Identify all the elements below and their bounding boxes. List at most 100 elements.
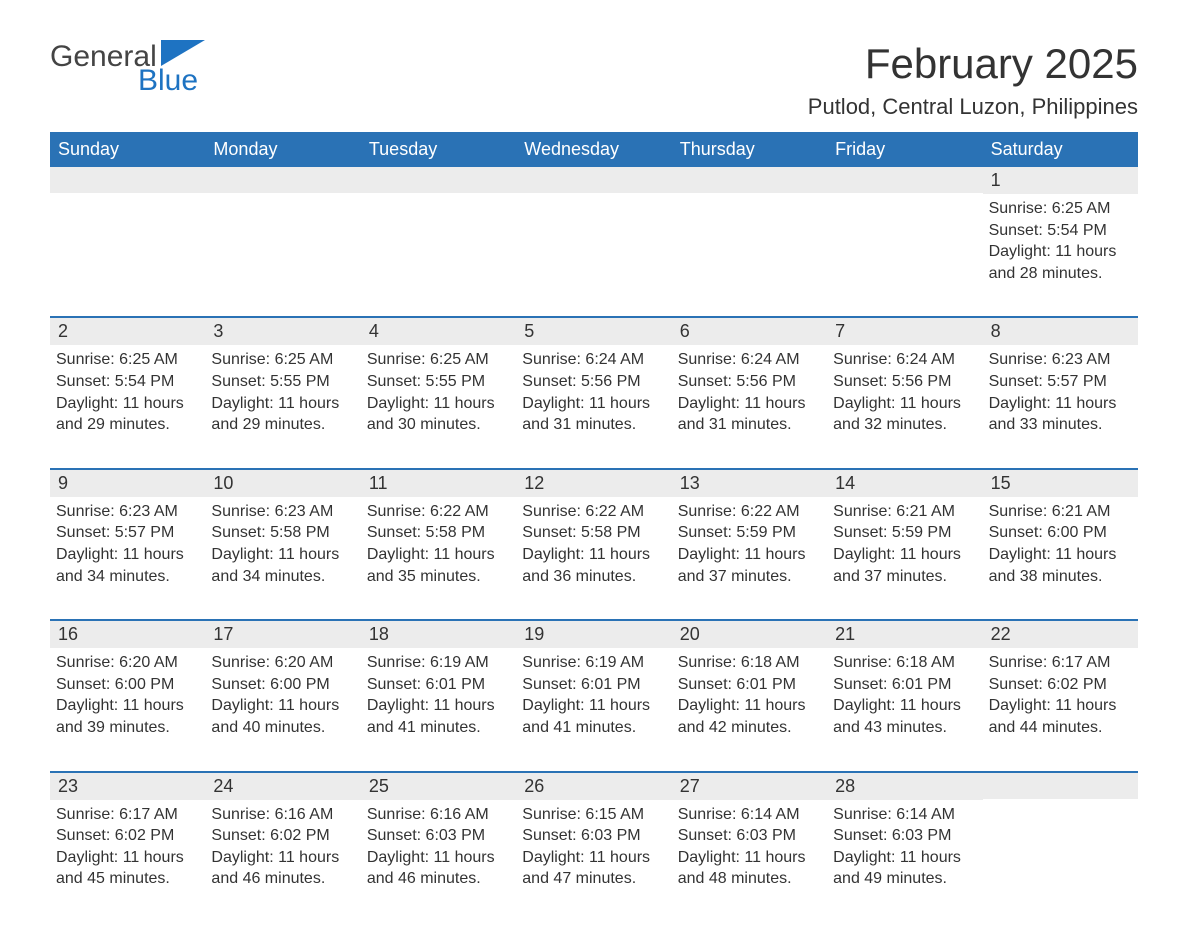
sunrise-line: Sunrise: 6:15 AM — [522, 804, 665, 826]
daylight-line: Daylight: 11 hours and 43 minutes. — [833, 695, 976, 738]
day-number: 3 — [205, 318, 360, 345]
day-number — [205, 167, 360, 193]
daylight-line: Daylight: 11 hours and 29 minutes. — [56, 393, 199, 436]
daylight-line: Daylight: 11 hours and 33 minutes. — [989, 393, 1132, 436]
day-number: 25 — [361, 773, 516, 800]
daylight-line: Daylight: 11 hours and 42 minutes. — [678, 695, 821, 738]
day-info: Sunrise: 6:16 AMSunset: 6:02 PMDaylight:… — [211, 804, 354, 890]
sunset-line: Sunset: 5:58 PM — [211, 522, 354, 544]
sunset-line: Sunset: 5:59 PM — [678, 522, 821, 544]
day-cell: 13Sunrise: 6:22 AMSunset: 5:59 PMDayligh… — [672, 470, 827, 595]
daylight-line: Daylight: 11 hours and 31 minutes. — [522, 393, 665, 436]
day-info: Sunrise: 6:14 AMSunset: 6:03 PMDaylight:… — [678, 804, 821, 890]
day-number: 27 — [672, 773, 827, 800]
sunrise-line: Sunrise: 6:21 AM — [989, 501, 1132, 523]
daylight-line: Daylight: 11 hours and 37 minutes. — [833, 544, 976, 587]
weekday-cell: Wednesday — [516, 132, 671, 167]
day-info: Sunrise: 6:23 AMSunset: 5:57 PMDaylight:… — [989, 349, 1132, 435]
day-number: 19 — [516, 621, 671, 648]
sunset-line: Sunset: 5:57 PM — [56, 522, 199, 544]
day-number: 28 — [827, 773, 982, 800]
day-number — [50, 167, 205, 193]
day-cell: 26 Sunrise: 6:15 AMSunset: 6:03 PMDayligh… — [516, 773, 671, 898]
day-number: 1 — [983, 167, 1138, 194]
day-cell — [50, 167, 205, 292]
sunset-line: Sunset: 5:56 PM — [833, 371, 976, 393]
daylight-line: Daylight: 11 hours and 30 minutes. — [367, 393, 510, 436]
sunrise-line: Sunrise: 6:16 AM — [367, 804, 510, 826]
day-number — [983, 773, 1138, 799]
weeks-container: 1 Sunrise: 6:25 AM Sunset: 5:54 PM Daylight… — [50, 167, 1138, 898]
weekday-cell: Thursday — [672, 132, 827, 167]
day-number: 16 — [50, 621, 205, 648]
day-number: 20 — [672, 621, 827, 648]
sunset-line: Sunset: 6:00 PM — [989, 522, 1132, 544]
day-cell — [516, 167, 671, 292]
day-cell: 14Sunrise: 6:21 AMSunset: 5:59 PMDayligh… — [827, 470, 982, 595]
day-cell: 1Sunrise: 6:25 AMSunset: 5:54 PMDaylight… — [983, 167, 1138, 292]
sunset-line: Sunset: 6:01 PM — [833, 674, 976, 696]
sunset-line: Sunset: 6:01 PM — [367, 674, 510, 696]
day-cell: 9Sunrise: 6:23 AMSunset: 5:57 PMDaylight… — [50, 470, 205, 595]
sunset-line: Sunset: 6:03 PM — [678, 825, 821, 847]
sunset-line: Sunset: 5:56 PM — [678, 371, 821, 393]
day-cell: 18Sunrise: 6:19 AMSunset: 6:01 PMDayligh… — [361, 621, 516, 746]
day-number: 14 — [827, 470, 982, 497]
sunrise-line: Sunrise: 6:14 AM — [678, 804, 821, 826]
day-number: 10 — [205, 470, 360, 497]
day-number: 2 — [50, 318, 205, 345]
day-info: Sunrise: 6:19 AMSunset: 6:01 PMDaylight:… — [367, 652, 510, 738]
day-cell — [361, 167, 516, 292]
day-cell: 20Sunrise: 6:18 AMSunset: 6:01 PMDayligh… — [672, 621, 827, 746]
logo-text-blue: Blue — [138, 66, 205, 96]
day-cell: 10Sunrise: 6:23 AMSunset: 5:58 PMDayligh… — [205, 470, 360, 595]
day-info: Sunrise: 6:17 AMSunset: 6:02 PMDaylight:… — [56, 804, 199, 890]
daylight-line: Daylight: 11 hours and 36 minutes. — [522, 544, 665, 587]
day-cell: 25Sunrise: 6:16 AMSunset: 6:03 PMDayligh… — [361, 773, 516, 898]
daylight-line: Daylight: 11 hours and 35 minutes. — [367, 544, 510, 587]
day-number: 22 — [983, 621, 1138, 648]
day-number: 12 — [516, 470, 671, 497]
day-cell: 19Sunrise: 6:19 AMSunset: 6:01 PMDayligh… — [516, 621, 671, 746]
day-info: Sunrise: 6:17 AMSunset: 6:02 PMDaylight:… — [989, 652, 1132, 738]
week-row: 9Sunrise: 6:23 AMSunset: 5:57 PMDaylight… — [50, 468, 1138, 595]
day-number: 11 — [361, 470, 516, 497]
sunset-line: Sunset: 5:59 PM — [833, 522, 976, 544]
day-number: 15 — [983, 470, 1138, 497]
sunrise-line: Sunrise: 6:24 AM — [678, 349, 821, 371]
sunset-line: Sunset: 6:02 PM — [211, 825, 354, 847]
day-cell — [205, 167, 360, 292]
daylight-line: Daylight: 11 hours and 37 minutes. — [678, 544, 821, 587]
daylight-line: Daylight: 11 hours and 41 minutes. — [522, 695, 665, 738]
week-row: 16Sunrise: 6:20 AMSunset: 6:00 PMDayligh… — [50, 619, 1138, 746]
sunset-line: Sunset: 5:54 PM — [989, 220, 1132, 242]
daylight-line: Daylight: 11 hours and 34 minutes. — [56, 544, 199, 587]
day-info: Sunrise: 6:15 AMSunset: 6:03 PMDaylight:… — [522, 804, 665, 890]
day-cell: 7Sunrise: 6:24 AMSunset: 5:56 PMDaylight… — [827, 318, 982, 443]
weekday-cell: Monday — [205, 132, 360, 167]
day-info: Sunrise: 6:14 AMSunset: 6:03 PMDaylight:… — [833, 804, 976, 890]
sunrise-line: Sunrise: 6:22 AM — [678, 501, 821, 523]
day-cell: 24Sunrise: 6:16 AMSunset: 6:02 PMDayligh… — [205, 773, 360, 898]
sunrise-line: Sunrise: 6:22 AM — [367, 501, 510, 523]
day-number: 6 — [672, 318, 827, 345]
flag-icon — [161, 40, 205, 66]
day-number: 7 — [827, 318, 982, 345]
daylight-line: Daylight: 11 hours and 45 minutes. — [56, 847, 199, 890]
month-title: February 2025 — [808, 40, 1138, 88]
weekday-cell: Friday — [827, 132, 982, 167]
sunrise-line: Sunrise: 6:18 AM — [833, 652, 976, 674]
day-number: 17 — [205, 621, 360, 648]
day-cell: 3Sunrise: 6:25 AMSunset: 5:55 PMDaylight… — [205, 318, 360, 443]
sunrise-line: Sunrise: 6:23 AM — [989, 349, 1132, 371]
sunrise-line: Sunrise: 6:18 AM — [678, 652, 821, 674]
daylight-line: Daylight: 11 hours and 48 minutes. — [678, 847, 821, 890]
day-info: Sunrise: 6:22 AMSunset: 5:58 PMDaylight:… — [367, 501, 510, 587]
daylight-line: Daylight: 11 hours and 34 minutes. — [211, 544, 354, 587]
sunset-line: Sunset: 5:58 PM — [367, 522, 510, 544]
sunset-line: Sunset: 5:56 PM — [522, 371, 665, 393]
day-number — [516, 167, 671, 193]
day-number: 26 — [516, 773, 671, 800]
sunrise-line: Sunrise: 6:25 AM — [56, 349, 199, 371]
day-cell — [672, 167, 827, 292]
